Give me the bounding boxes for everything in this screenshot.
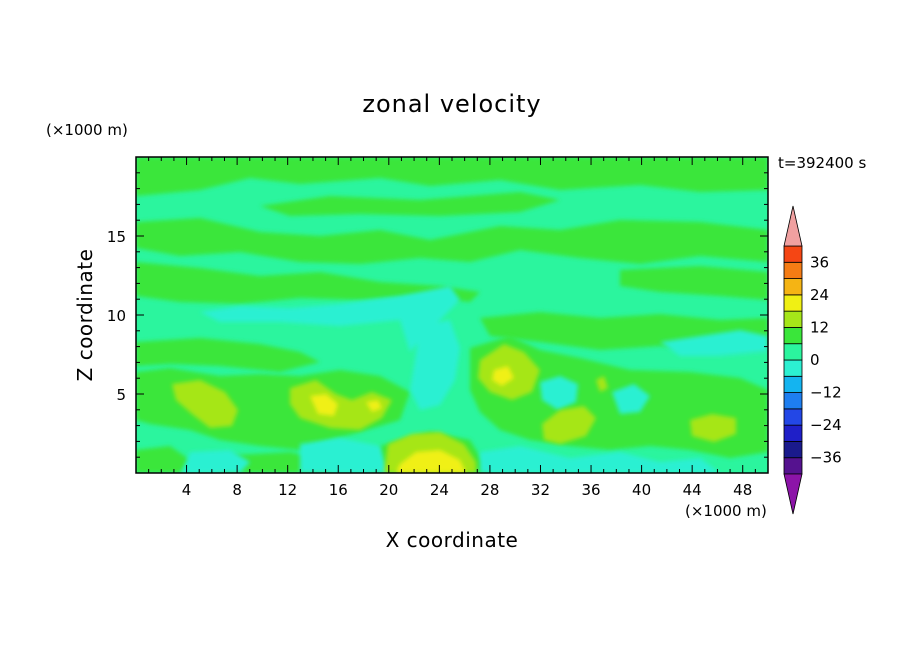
- colorbar-segment: [783, 424, 803, 442]
- x-tick-label: 40: [632, 481, 651, 499]
- x-tick-label: 16: [329, 481, 348, 499]
- colorbar-under-arrow: [783, 473, 803, 515]
- field-region: [136, 262, 480, 304]
- colorbar-segment: [783, 327, 803, 345]
- y-tick-labels: 5 10 15: [107, 228, 126, 404]
- colorbar-segment: [783, 392, 803, 410]
- y-tick-label: 5: [116, 386, 126, 404]
- field-region: [260, 192, 560, 216]
- field-region: [396, 450, 466, 473]
- colorbar-segment: [783, 408, 803, 426]
- colorbar-tick-label: 0: [810, 351, 820, 369]
- field-region: [182, 450, 250, 473]
- x-tick-label: 20: [379, 481, 398, 499]
- colorbar-segment: [783, 294, 803, 312]
- colorbar-segment: [783, 245, 803, 263]
- field-region: [290, 380, 392, 430]
- x-tick-label: 12: [278, 481, 297, 499]
- field-region: [540, 376, 578, 410]
- y-unit-label: (×1000 m): [46, 121, 128, 139]
- y-tick-label: 15: [107, 228, 126, 246]
- colorbar-segment: [783, 278, 803, 296]
- colorbar-tick-label: −24: [810, 416, 842, 434]
- x-tick-label: 36: [581, 481, 600, 499]
- field-region: [410, 320, 460, 410]
- contour-field: [136, 157, 768, 473]
- colorbar-over-arrow: [783, 205, 803, 247]
- field-region: [136, 218, 768, 264]
- field-region: [596, 376, 608, 392]
- y-tick-label: 10: [107, 307, 126, 325]
- field-region: [366, 400, 382, 412]
- field-region: [492, 366, 514, 386]
- colorbar-tick-label: −12: [810, 384, 842, 402]
- x-tick-label: 4: [182, 481, 192, 499]
- chart-title: zonal velocity: [362, 90, 541, 118]
- colorbar-segment: [783, 310, 803, 328]
- x-tick-label: 32: [531, 481, 550, 499]
- x-tick-label: 8: [232, 481, 242, 499]
- x-tick-label: 24: [430, 481, 449, 499]
- field-region: [620, 266, 768, 300]
- colorbar-tick-label: 12: [810, 318, 829, 336]
- axis-ticks: [136, 157, 768, 473]
- field-region: [310, 394, 338, 416]
- colorbar: −36 −24 −12 0 12 24 36: [783, 205, 842, 515]
- x-tick-label: 28: [480, 481, 499, 499]
- x-tick-label: 44: [683, 481, 702, 499]
- colorbar-segment: [783, 441, 803, 459]
- field-region: [136, 338, 320, 372]
- colorbar-segment: [783, 359, 803, 377]
- field-region: [136, 446, 190, 473]
- colorbar-tick-label: 24: [810, 286, 829, 304]
- field-region: [136, 157, 768, 196]
- field-region: [612, 384, 650, 414]
- x-unit-label: (×1000 m): [685, 502, 767, 520]
- colorbar-segment: [783, 457, 803, 475]
- colorbar-segment: [783, 343, 803, 361]
- field-region: [690, 414, 736, 442]
- field-region: [660, 330, 768, 356]
- field-region: [542, 406, 596, 444]
- x-tick-labels: 4 8 12 16 20 24 28 32 36 40 44 48: [182, 481, 752, 499]
- field-region: [172, 380, 238, 428]
- field-region: [200, 286, 460, 352]
- x-tick-label: 48: [733, 481, 752, 499]
- colorbar-tick-label: 36: [810, 253, 829, 271]
- x-axis-title: X coordinate: [386, 528, 519, 552]
- y-axis-title: Z coordinate: [73, 249, 97, 382]
- field-region: [300, 438, 388, 473]
- colorbar-segment: [783, 261, 803, 279]
- colorbar-segment: [783, 375, 803, 393]
- time-label: t=392400 s: [778, 154, 866, 172]
- colorbar-tick-label: −36: [810, 449, 842, 467]
